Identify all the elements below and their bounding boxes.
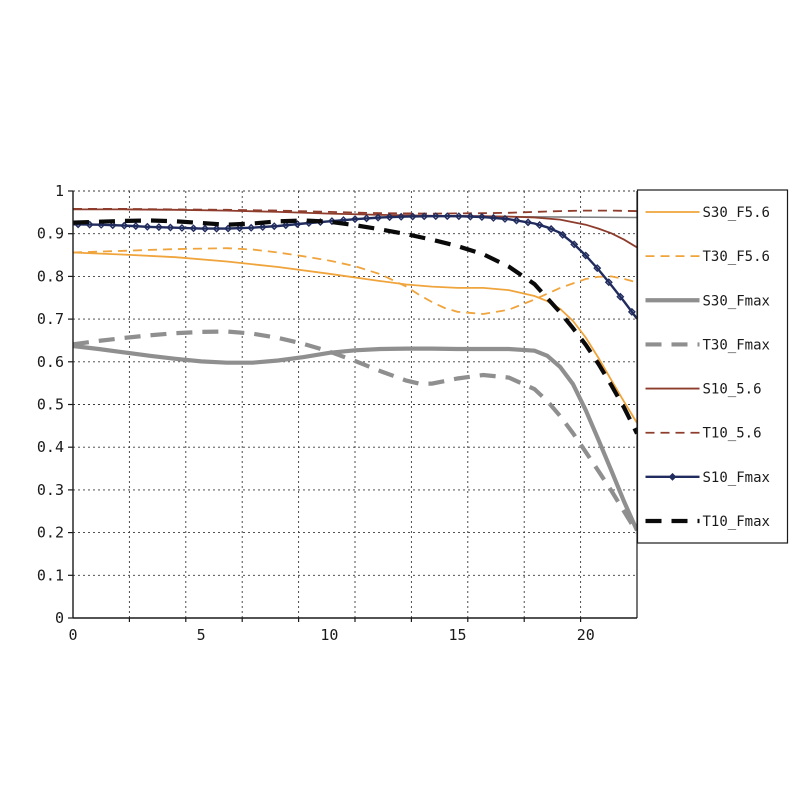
legend-label: T30_F5.6 xyxy=(703,249,770,265)
series-T30_Fmax xyxy=(72,329,639,534)
diamond-marker xyxy=(327,217,336,226)
x-tick-label: 5 xyxy=(197,626,206,644)
diamond-marker xyxy=(535,220,544,229)
legend-label: T30_Fmax xyxy=(703,337,770,353)
legend-border xyxy=(636,189,789,544)
legend-diamond-marker xyxy=(668,472,677,481)
series-S30_F5.6 xyxy=(72,251,638,424)
legend-label: S10_5.6 xyxy=(703,382,762,398)
x-axis-tick-labels: 0 5 10 15 20 xyxy=(68,626,594,644)
y-tick-label: 0.1 xyxy=(37,566,64,584)
y-tick-label: 0.5 xyxy=(37,396,64,414)
legend-label: S30_F5.6 xyxy=(703,205,770,221)
y-tick-label: 1 xyxy=(55,182,64,200)
diamond-marker xyxy=(385,213,394,222)
diamond-marker xyxy=(143,222,152,231)
x-tick-label: 0 xyxy=(68,626,77,644)
y-tick-label: 0 xyxy=(55,609,64,627)
diamond-marker xyxy=(420,212,429,221)
x-tick-label: 20 xyxy=(577,626,595,644)
diamond-marker xyxy=(431,212,440,221)
diamond-marker xyxy=(120,221,129,230)
diamond-marker xyxy=(524,218,533,227)
diamond-marker xyxy=(489,213,498,222)
legend-item-S10_5.6: S10_5.6 xyxy=(645,382,762,398)
y-tick-label: 0.8 xyxy=(37,267,64,285)
legend-label: S30_Fmax xyxy=(703,293,770,309)
legend-item-S30_F5.6: S30_F5.6 xyxy=(645,205,770,221)
diamond-marker xyxy=(108,221,117,230)
diamond-marker xyxy=(593,264,602,273)
diamond-marker xyxy=(374,213,383,222)
x-tick-label: 15 xyxy=(449,626,467,644)
diamond-marker xyxy=(97,220,106,229)
legend-item-T30_F5.6: T30_F5.6 xyxy=(645,249,770,265)
diamond-marker xyxy=(212,224,221,233)
diamond-marker xyxy=(351,215,359,224)
legend-item-S30_Fmax: S30_Fmax xyxy=(645,293,770,309)
diamond-marker xyxy=(397,212,406,221)
diamond-marker xyxy=(500,214,509,223)
legend-item-T30_Fmax: T30_Fmax xyxy=(645,337,770,353)
diamond-marker xyxy=(454,212,463,221)
legend-label: T10_Fmax xyxy=(703,514,770,530)
diamond-marker xyxy=(166,223,175,232)
diamond-marker xyxy=(443,212,452,221)
series-layer xyxy=(72,207,639,534)
legend-label: T10_5.6 xyxy=(703,426,762,442)
legend-item-T10_Fmax: T10_Fmax xyxy=(645,514,770,530)
diamond-marker xyxy=(558,230,567,239)
diamond-marker xyxy=(177,223,186,232)
diamond-marker xyxy=(281,221,290,230)
y-tick-label: 0.4 xyxy=(37,438,64,456)
diamond-marker xyxy=(408,212,417,221)
diamond-marker xyxy=(247,223,256,232)
diamond-marker xyxy=(293,220,302,229)
diamond-marker xyxy=(581,251,590,260)
diamond-marker xyxy=(235,224,244,233)
legend-label: S10_Fmax xyxy=(703,470,770,486)
diamond-marker xyxy=(189,224,198,233)
x-tick-label: 10 xyxy=(320,626,338,644)
diamond-marker xyxy=(258,223,267,232)
diamond-marker xyxy=(604,278,613,287)
series-T10_Fmax xyxy=(72,218,639,435)
diamond-marker xyxy=(512,216,521,225)
y-tick-label: 0.6 xyxy=(37,353,64,371)
diamond-marker xyxy=(154,223,163,232)
diamond-marker xyxy=(201,224,210,233)
y-tick-label: 0.9 xyxy=(37,225,64,243)
diamond-marker xyxy=(224,224,233,233)
diamond-marker xyxy=(627,307,636,316)
diamond-marker xyxy=(477,213,486,221)
diamond-marker xyxy=(131,222,140,231)
y-axis-tick-labels: 0 0.1 0.2 0.3 0.4 0.5 0.6 0.7 0.8 0.9 1 xyxy=(37,182,64,627)
y-tick-label: 0.3 xyxy=(37,481,64,499)
grid-layer xyxy=(73,190,637,618)
diamond-marker xyxy=(270,222,279,231)
diamond-marker xyxy=(466,212,475,221)
diamond-marker xyxy=(570,240,579,249)
y-tick-label: 0.7 xyxy=(37,310,64,328)
series-S30_Fmax xyxy=(72,343,639,532)
legend-item-T10_5.6: T10_5.6 xyxy=(645,426,762,442)
diamond-marker xyxy=(362,214,371,223)
diamond-marker xyxy=(547,224,556,233)
series-T30_F5.6 xyxy=(72,247,638,315)
y-tick-label: 0.2 xyxy=(37,524,64,542)
diamond-marker xyxy=(616,292,625,301)
legend-box: S30_F5.6 T30_F5.6 S30_Fmax T30_Fmax S10_5.6 T… xyxy=(636,189,789,544)
legend-item-S10_Fmax: S10_Fmax xyxy=(645,470,770,486)
